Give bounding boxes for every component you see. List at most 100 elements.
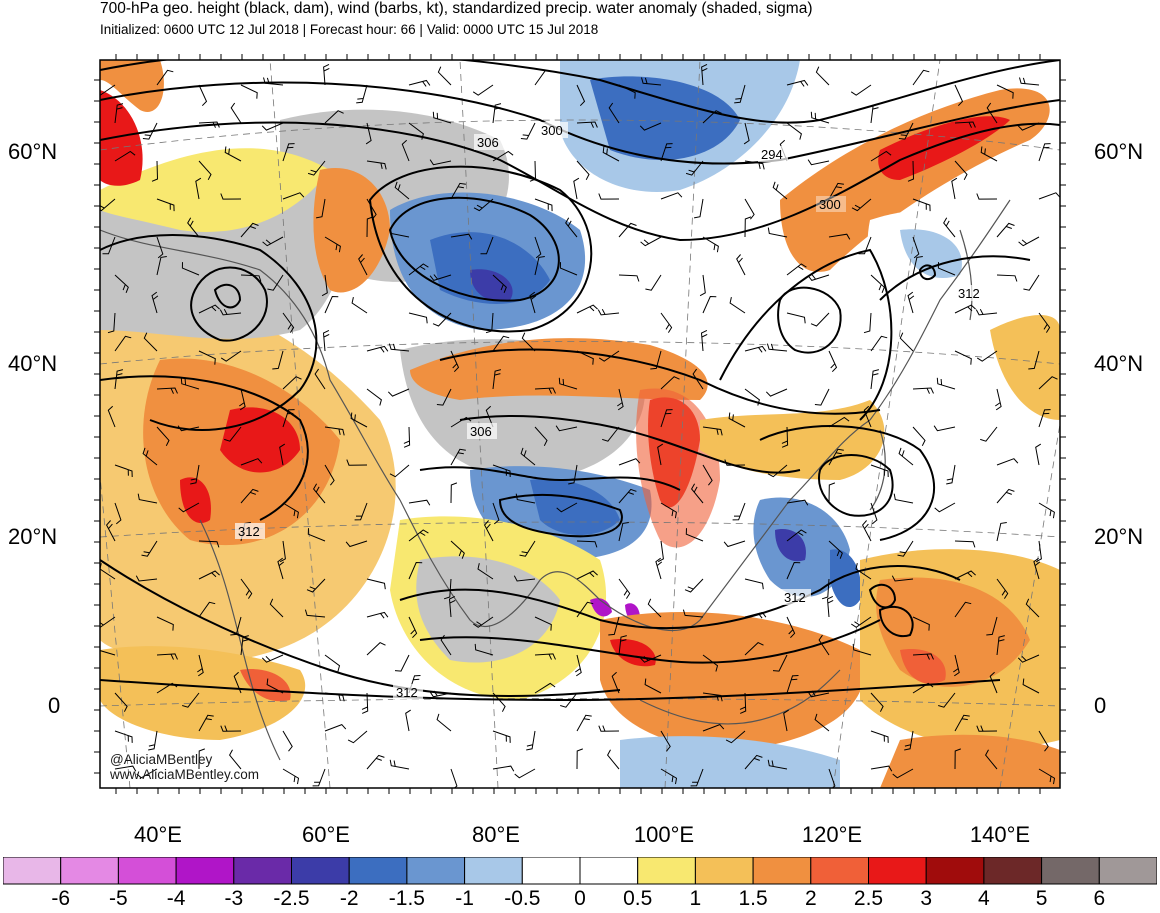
wind-barb	[870, 765, 893, 772]
wind-barb	[492, 765, 515, 772]
wind-barb	[450, 233, 473, 240]
colorbar-label: 0.5	[623, 887, 653, 910]
colorbar-swatch	[60, 857, 119, 885]
wind-barb	[307, 160, 326, 176]
wind-barb	[556, 502, 578, 513]
colorbar-swatch	[291, 857, 350, 885]
wind-barb	[324, 464, 335, 486]
colorbar-label: -5	[109, 887, 128, 910]
colorbar-swatch	[868, 857, 927, 885]
wind-barb	[660, 502, 677, 519]
wind-barb	[473, 198, 494, 212]
wind-barb	[899, 332, 914, 352]
wind-barb	[781, 426, 789, 448]
wind-barb	[893, 493, 914, 504]
wind-barb	[492, 274, 507, 293]
wind-barb	[565, 217, 578, 238]
wind-barb	[786, 529, 807, 542]
wind-barb	[602, 146, 620, 162]
wind-barb	[230, 102, 242, 124]
wind-barb	[356, 84, 368, 104]
wind-barb	[1018, 236, 1040, 247]
wind-barb	[240, 488, 259, 504]
wind-barb	[618, 274, 640, 282]
wind-barb	[492, 103, 502, 124]
wind-barb	[912, 616, 930, 631]
lon-label: 140°E	[969, 822, 1031, 847]
wind-barb	[272, 350, 284, 370]
wind-barb	[347, 730, 368, 744]
wind-barb	[262, 236, 284, 247]
wind-barb	[976, 350, 998, 362]
wind-barb	[143, 332, 158, 352]
wind-barb	[492, 692, 506, 712]
wind-barb	[863, 405, 872, 428]
wind-barb	[492, 369, 502, 390]
wind-barb	[723, 540, 746, 548]
wind-barb	[744, 198, 755, 220]
wind-barb	[602, 426, 620, 442]
wind-barb	[156, 236, 164, 259]
colorbar-swatch	[117, 857, 177, 885]
contour-label: 300	[819, 197, 841, 212]
wind-barb	[618, 522, 629, 542]
wind-barb	[618, 635, 627, 656]
wind-barb	[312, 483, 326, 504]
wind-barb	[324, 110, 344, 124]
wind-barb	[786, 263, 807, 276]
wind-barb	[660, 768, 678, 785]
colorbar-label: 5	[1035, 887, 1048, 910]
colorbar-label: 1	[689, 887, 702, 910]
colorbar-swatch	[521, 857, 581, 885]
wind-barb	[282, 312, 295, 333]
wind-barb	[907, 291, 915, 314]
wind-barb	[858, 236, 872, 255]
wind-barb	[312, 768, 326, 787]
wind-barb	[405, 709, 411, 732]
wind-barb	[608, 102, 620, 124]
wind-barb	[984, 749, 998, 770]
wind-barb	[702, 236, 719, 253]
wind-barb	[1033, 557, 1041, 580]
wind-barb	[743, 122, 750, 145]
wind-barb	[786, 79, 809, 87]
colorbar-label: 0	[574, 887, 586, 910]
wind-barb	[365, 122, 372, 145]
wind-barb	[142, 447, 158, 466]
colorbar-swatch	[233, 857, 293, 885]
contour-label: 312	[396, 685, 418, 700]
wind-barb	[361, 692, 369, 714]
wind-barb	[408, 561, 423, 580]
colorbar-swatch	[348, 857, 408, 885]
wind-barb	[389, 464, 410, 478]
wind-barb	[783, 709, 789, 732]
wind-barb	[897, 540, 914, 557]
wind-barb	[324, 426, 345, 436]
contour-label: 306	[477, 135, 499, 150]
wind-barb	[366, 754, 385, 770]
wind-barb	[534, 387, 556, 394]
wind-barb	[1035, 540, 1042, 563]
colorbar-label: -1	[455, 887, 474, 910]
wind-barb	[114, 103, 124, 124]
coastlines	[100, 199, 1011, 761]
wind-barb	[855, 563, 872, 580]
wind-barb	[156, 69, 174, 86]
wind-barb	[772, 181, 788, 200]
wind-barb	[702, 464, 713, 486]
wind-barb	[198, 160, 212, 181]
wind-barb	[933, 425, 956, 432]
wind-barb	[996, 522, 1007, 542]
wind-barb	[190, 464, 200, 485]
wind-barb	[986, 102, 998, 124]
wind-barb	[938, 692, 956, 708]
colorbar-label: 3	[920, 887, 933, 910]
wind-barb	[559, 262, 578, 276]
colorbar-label: 1.5	[738, 887, 768, 910]
colorbar-label: -4	[166, 887, 186, 910]
wind-barb	[1038, 192, 1060, 200]
wind-barb	[514, 768, 536, 779]
wind-barb	[786, 499, 809, 506]
colorbar-swatch	[925, 857, 985, 885]
lon-label: 60°E	[302, 822, 350, 847]
